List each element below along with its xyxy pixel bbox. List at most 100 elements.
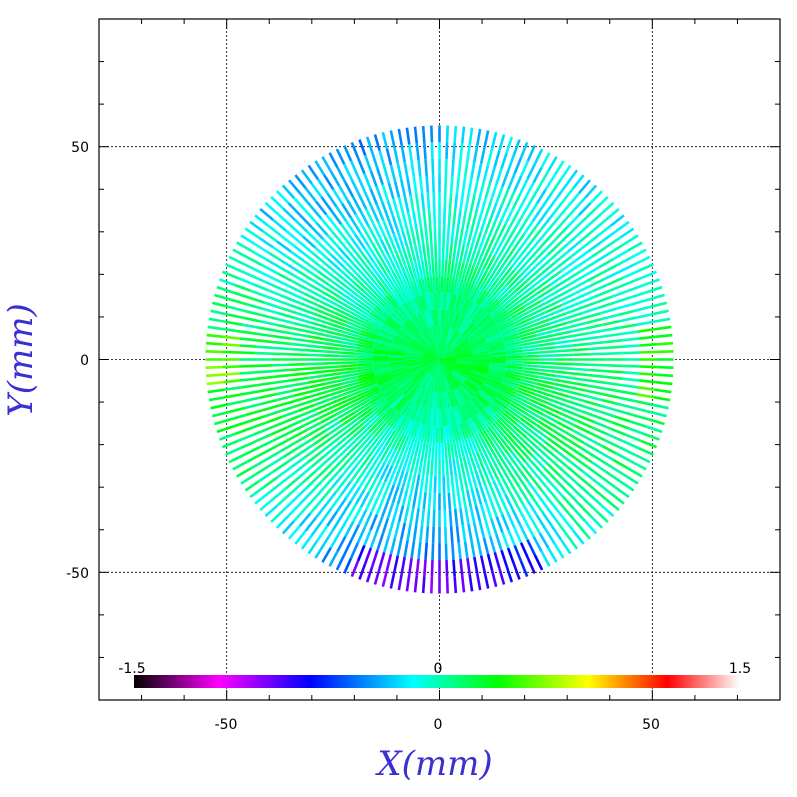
spoke-segment	[284, 229, 300, 243]
spoke-segment	[512, 397, 529, 408]
spoke-segment	[503, 247, 516, 264]
spoke-segment	[379, 381, 396, 393]
spoke-segment	[506, 360, 524, 364]
spoke-segment	[545, 217, 559, 233]
spoke-segment	[324, 333, 342, 340]
spoke-segment	[272, 346, 290, 351]
spoke-segment	[638, 335, 656, 340]
spoke-segment	[524, 243, 538, 258]
spoke-segment	[316, 437, 333, 450]
spoke-segment	[482, 273, 494, 290]
spoke-segment	[594, 509, 609, 524]
spoke-segment	[306, 230, 321, 245]
spoke-segment	[367, 226, 378, 243]
spoke-segment	[501, 383, 518, 393]
spoke-segment	[443, 409, 448, 427]
spoke-segment	[616, 256, 633, 267]
spoke-segment	[356, 362, 373, 367]
spoke-segment	[480, 386, 496, 398]
spoke-segment	[361, 383, 378, 393]
spoke-segment	[372, 261, 385, 278]
spoke-segment	[284, 476, 300, 490]
spoke-segment	[489, 279, 503, 295]
spoke-segment	[377, 481, 387, 498]
spoke-segment	[379, 257, 391, 274]
spoke-segment	[611, 421, 629, 430]
spoke-segment	[403, 506, 410, 524]
spoke-segment	[539, 234, 553, 249]
spoke-segment	[469, 417, 480, 434]
spoke-segment	[300, 264, 316, 277]
spoke-segment	[473, 310, 487, 325]
spoke-segment	[570, 386, 587, 393]
spoke-segment	[225, 393, 243, 399]
spoke-segment	[291, 381, 308, 387]
spoke-segment	[208, 317, 226, 324]
spoke-segment	[426, 293, 433, 311]
spoke-segment	[566, 169, 579, 185]
spoke-segment	[533, 392, 550, 401]
spoke-segment	[259, 498, 274, 511]
spoke-segment	[480, 321, 496, 333]
spoke-segment	[249, 220, 265, 233]
spoke-segment	[522, 220, 535, 236]
spoke-segment	[216, 285, 234, 294]
spoke-segment	[383, 386, 399, 398]
spoke-segment	[276, 466, 292, 479]
spoke-segment	[383, 321, 399, 333]
spoke-segment	[310, 251, 326, 264]
spoke-segment	[556, 287, 573, 298]
spoke-segment	[596, 415, 613, 424]
spoke-segment	[601, 264, 618, 275]
spoke-segment	[511, 400, 528, 411]
spoke-segment	[337, 458, 351, 473]
spoke-segment	[449, 442, 455, 460]
spoke-segment	[578, 414, 596, 424]
spoke-segment	[444, 175, 448, 193]
spoke-segment	[577, 451, 593, 464]
spoke-segment	[572, 174, 585, 190]
spoke-segment	[283, 295, 301, 305]
spoke-segment	[573, 362, 590, 367]
spoke-segment	[530, 276, 546, 289]
spoke-segment	[485, 275, 497, 291]
spoke-segment	[575, 224, 590, 238]
spoke-segment	[419, 475, 425, 493]
spoke-segment	[470, 161, 476, 179]
spoke-segment	[525, 299, 542, 311]
spoke-segment	[257, 332, 275, 338]
spoke-segment	[414, 508, 420, 526]
spoke-segment	[616, 452, 633, 463]
spoke-segment	[366, 266, 379, 282]
spoke-segment	[335, 226, 348, 242]
spoke-segment	[299, 301, 316, 311]
spoke-segment	[353, 402, 370, 414]
spoke-segment	[530, 430, 546, 443]
spoke-segment	[357, 407, 373, 420]
spoke-segment	[349, 466, 362, 483]
spoke-segment	[371, 420, 385, 435]
spoke-segment	[455, 244, 462, 261]
spoke-segment	[633, 305, 651, 313]
spoke-segment	[481, 409, 495, 425]
spoke-segment	[348, 394, 365, 405]
spoke-segment	[234, 283, 252, 293]
spoke-segment	[363, 511, 373, 529]
spoke-segment	[467, 399, 480, 415]
spoke-segment	[500, 514, 510, 531]
spoke-segment	[324, 337, 341, 344]
spoke-segment	[583, 234, 599, 248]
spoke-segment	[342, 330, 360, 338]
spoke-segment	[456, 210, 462, 228]
spoke-segment	[458, 279, 467, 297]
spoke-segment	[456, 491, 462, 509]
spoke-segment	[571, 381, 588, 387]
spoke-segment	[622, 269, 639, 280]
spoke-segment	[404, 402, 416, 419]
spoke-segment	[239, 377, 257, 382]
spoke-segment	[614, 296, 631, 304]
spoke-segment	[304, 187, 317, 203]
spoke-segment	[517, 466, 530, 483]
spoke-segment	[275, 389, 293, 396]
